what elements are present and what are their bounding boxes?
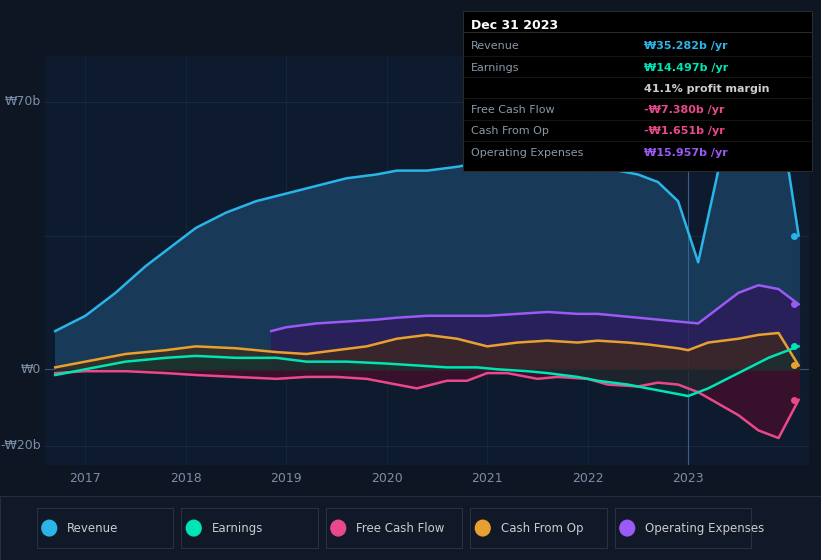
Text: Earnings: Earnings: [471, 63, 520, 73]
Text: ₩15.957b /yr: ₩15.957b /yr: [644, 148, 727, 158]
Text: ₩0: ₩0: [21, 363, 41, 376]
Text: ₩35.282b /yr: ₩35.282b /yr: [644, 41, 727, 52]
Text: Operating Expenses: Operating Expenses: [645, 521, 764, 535]
Text: 41.1% profit margin: 41.1% profit margin: [644, 84, 769, 94]
Text: ₩14.497b /yr: ₩14.497b /yr: [644, 63, 728, 73]
Text: Operating Expenses: Operating Expenses: [471, 148, 584, 158]
Text: Dec 31 2023: Dec 31 2023: [471, 18, 558, 32]
Text: ₩70b: ₩70b: [5, 95, 41, 108]
Text: Free Cash Flow: Free Cash Flow: [356, 521, 445, 535]
Text: Free Cash Flow: Free Cash Flow: [471, 105, 555, 115]
Text: Cash From Op: Cash From Op: [471, 127, 549, 137]
Text: Revenue: Revenue: [471, 41, 520, 52]
Text: Cash From Op: Cash From Op: [501, 521, 583, 535]
Text: -₩20b: -₩20b: [1, 439, 41, 452]
Text: Earnings: Earnings: [212, 521, 264, 535]
Text: -₩7.380b /yr: -₩7.380b /yr: [644, 105, 724, 115]
Text: -₩1.651b /yr: -₩1.651b /yr: [644, 127, 724, 137]
Text: Revenue: Revenue: [67, 521, 119, 535]
